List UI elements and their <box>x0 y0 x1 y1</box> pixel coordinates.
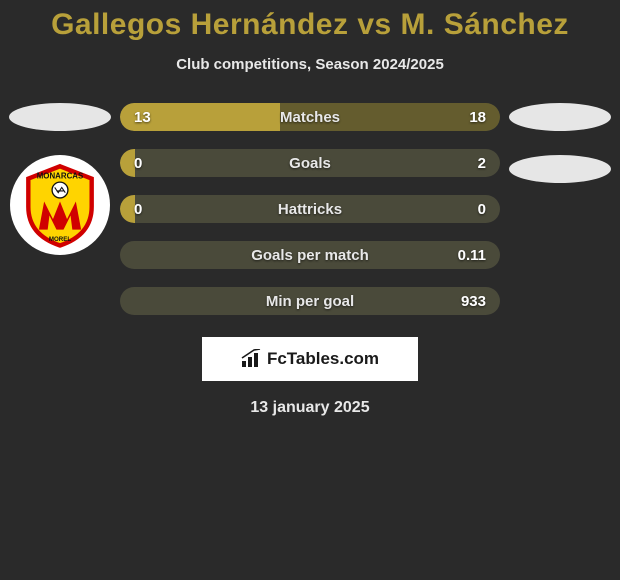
player-left-club-badge: MONARCAS MOREL <box>10 155 110 255</box>
right-player-column <box>500 103 620 315</box>
stats-layout: MONARCAS MOREL 13 Matches 18 0 <box>0 103 620 315</box>
stat-value-right: 0.11 <box>458 247 486 264</box>
generation-date: 13 january 2025 <box>0 399 620 417</box>
svg-text:MONARCAS: MONARCAS <box>37 172 84 181</box>
brand-text: FcTables.com <box>267 349 379 369</box>
stat-row-min-per-goal: Min per goal 933 <box>120 287 500 315</box>
comparison-card: Gallegos Hernández vs M. Sánchez Club co… <box>0 0 620 417</box>
stat-row-goals-per-match: Goals per match 0.11 <box>120 241 500 269</box>
bar-chart-icon <box>241 349 263 369</box>
stat-label: Min per goal <box>120 293 500 310</box>
page-title: Gallegos Hernández vs M. Sánchez <box>0 8 620 42</box>
player-right-avatar-placeholder <box>509 103 611 131</box>
player-left-avatar-placeholder <box>9 103 111 131</box>
player-right-club-placeholder <box>509 155 611 183</box>
stat-label: Goals per match <box>120 247 500 264</box>
stat-row-hattricks: 0 Hattricks 0 <box>120 195 500 223</box>
stat-row-matches: 13 Matches 18 <box>120 103 500 131</box>
stats-center-column: 13 Matches 18 0 Goals 2 0 Hattricks 0 <box>120 103 500 315</box>
stat-value-right: 18 <box>469 109 486 126</box>
stat-value-right: 2 <box>478 155 486 172</box>
monarcas-badge-icon: MONARCAS MOREL <box>16 161 104 249</box>
stat-row-goals: 0 Goals 2 <box>120 149 500 177</box>
left-player-column: MONARCAS MOREL <box>0 103 120 315</box>
stat-value-right: 0 <box>478 201 486 218</box>
svg-text:MOREL: MOREL <box>49 236 71 243</box>
subtitle: Club competitions, Season 2024/2025 <box>0 56 620 73</box>
stat-label: Hattricks <box>120 201 500 218</box>
stat-value-right: 933 <box>461 293 486 310</box>
stat-label: Matches <box>120 109 500 126</box>
stat-label: Goals <box>120 155 500 172</box>
brand-attribution: FcTables.com <box>202 337 418 381</box>
